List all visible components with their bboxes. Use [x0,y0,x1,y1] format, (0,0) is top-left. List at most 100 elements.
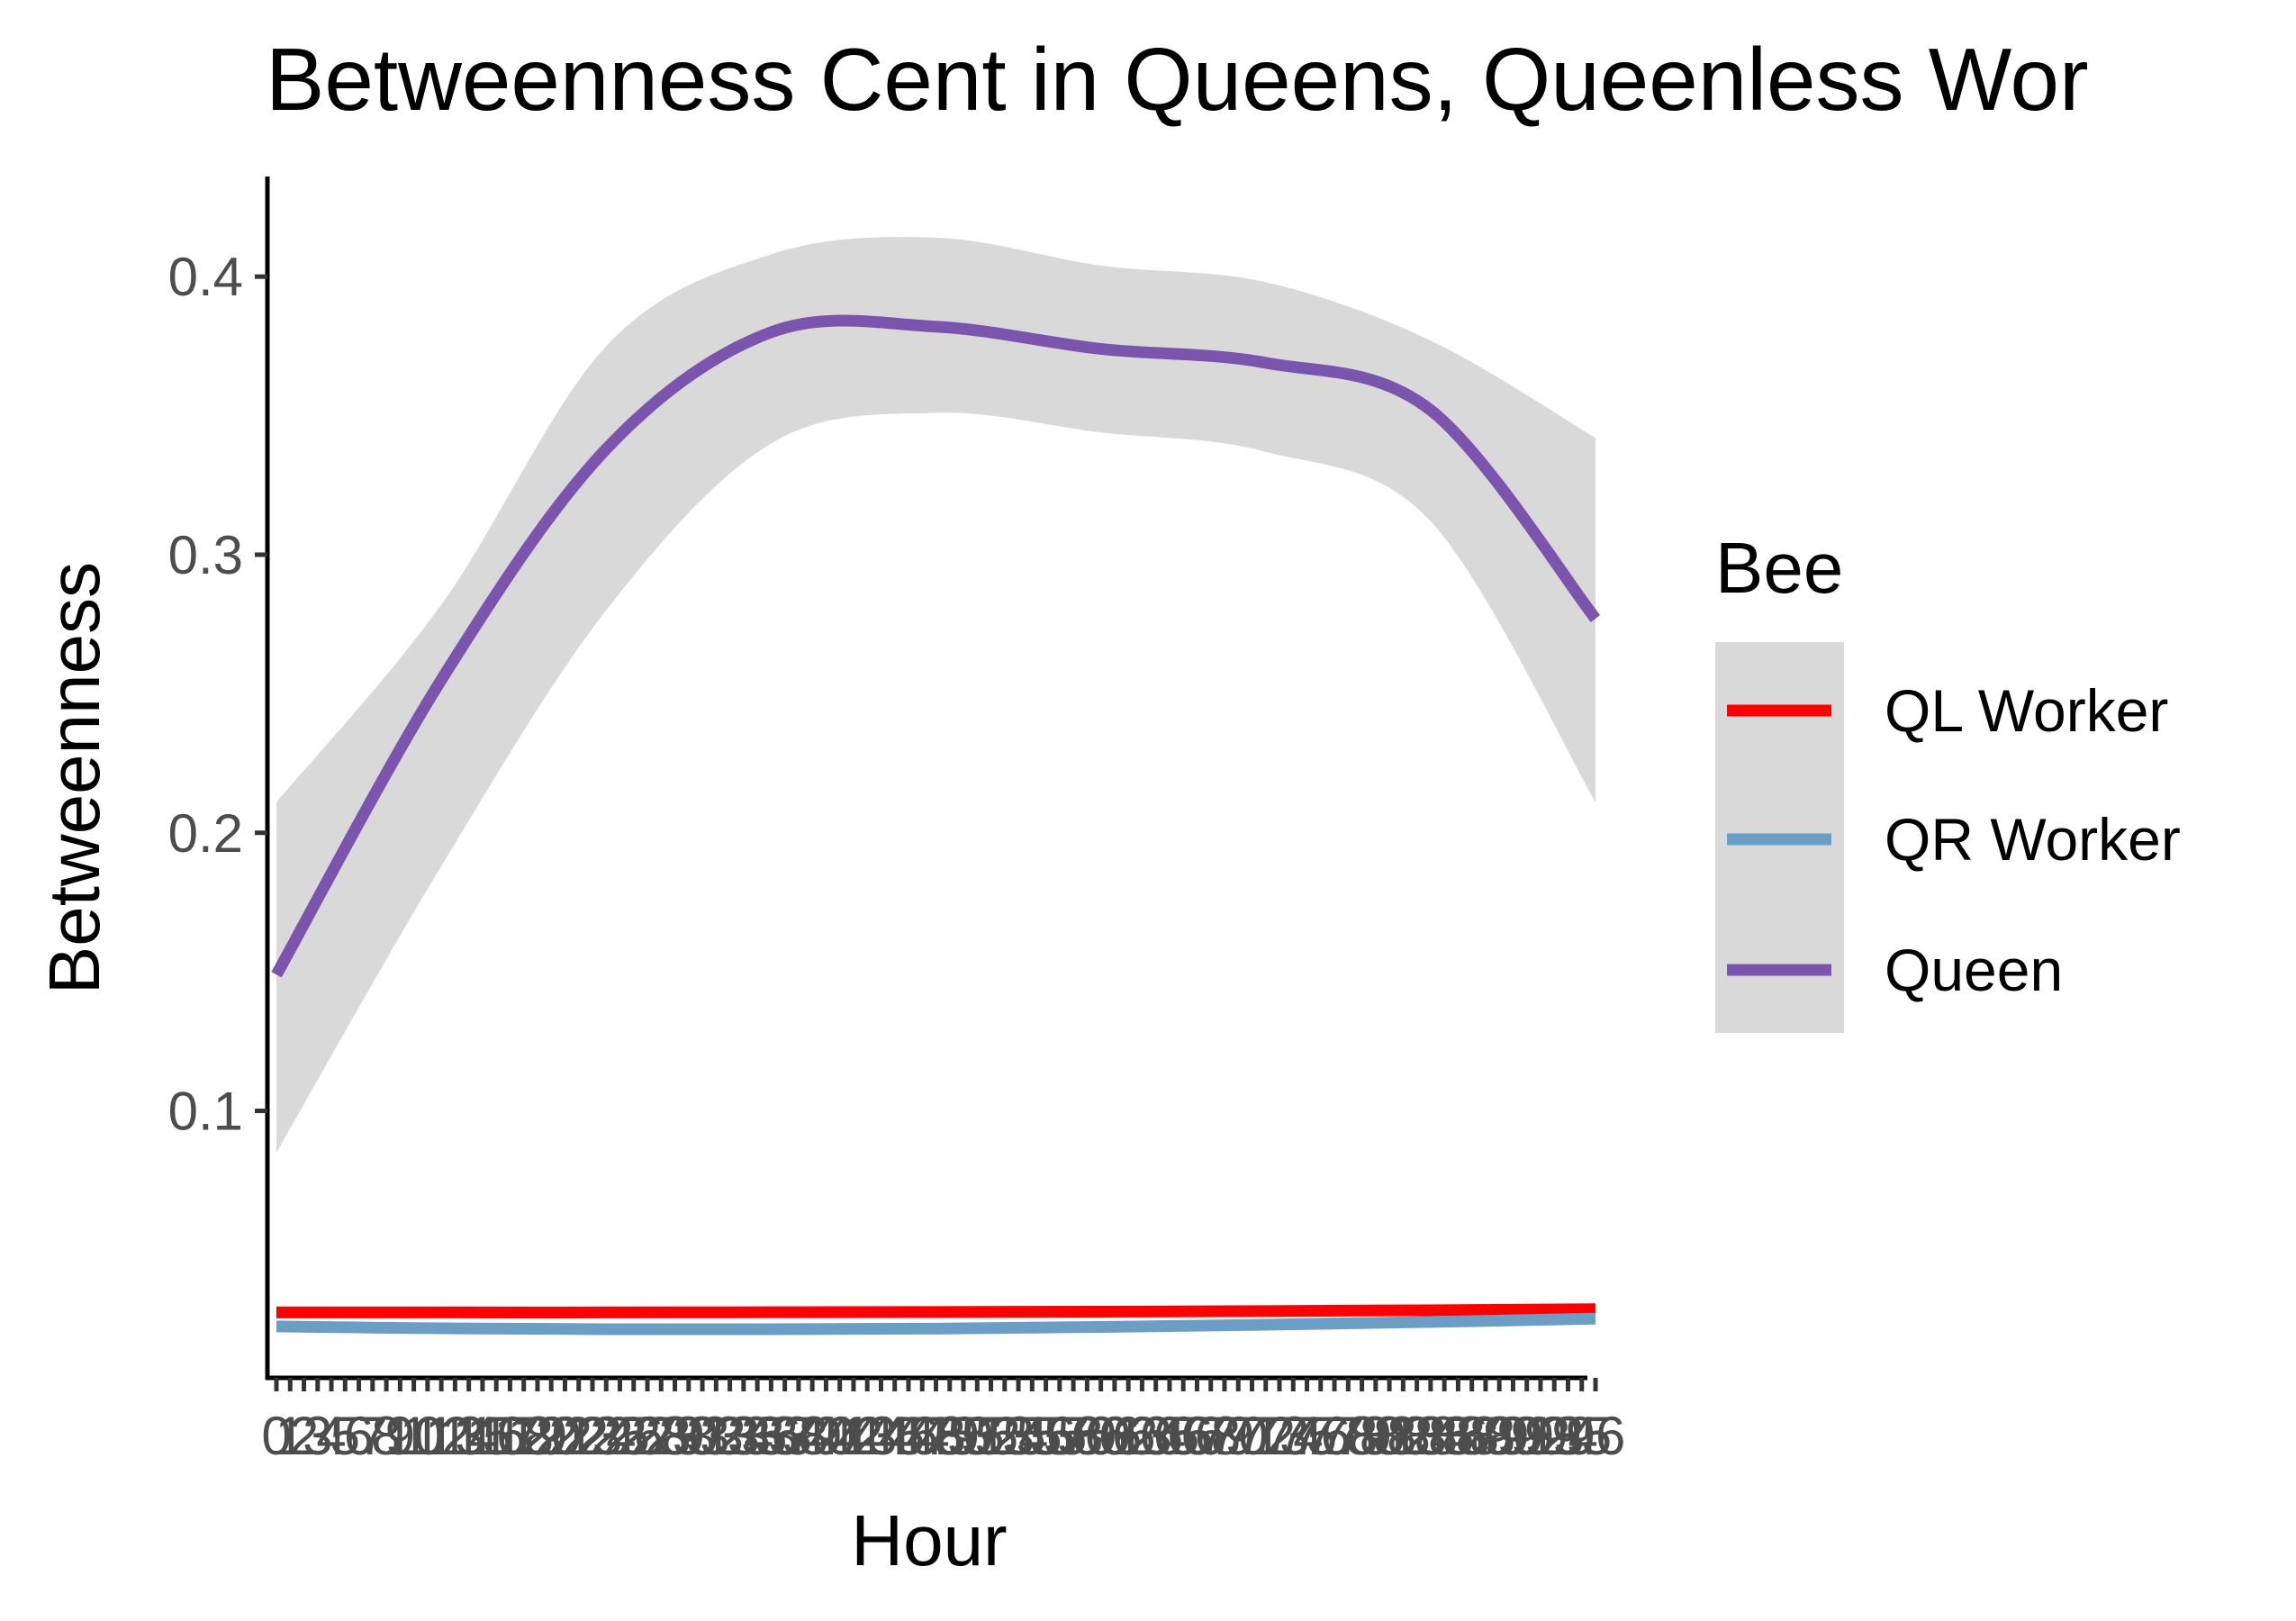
x-tick-label: 6 [344,1406,374,1466]
x-tick-label: 46 [879,1406,939,1466]
x-tick-label: 64 [1125,1406,1186,1466]
y-tick-label: 0.4 [168,247,243,307]
x-tick-label: 69 [1195,1406,1255,1466]
x-tick-label: 70 [1208,1406,1269,1466]
y-tick-label: 0.3 [168,525,243,585]
x-tick-label: 1 [276,1406,305,1466]
x-tick-label: 74 [1263,1406,1324,1466]
x-tick-label: 31 [673,1406,733,1466]
x-tick-label: 77 [1305,1406,1365,1466]
x-tick-label: 93 [1524,1406,1585,1466]
x-tick-label: 9 [385,1406,415,1466]
plot-panel: 0.10.20.30.40123456789101112131415161718… [168,177,1626,1466]
series-line-2 [271,314,1601,978]
x-tick-label: 72 [1235,1406,1296,1466]
x-tick-label: 47 [892,1406,953,1466]
x-tick-label: 22 [548,1406,609,1466]
x-tick-label: 39 [782,1406,843,1466]
y-tick-label: 0.1 [168,1082,243,1142]
x-tick-label: 86 [1428,1406,1488,1466]
x-tick-label: 28 [631,1406,692,1466]
x-tick-label: 25 [590,1406,650,1466]
x-tick-label: 84 [1401,1406,1461,1466]
x-tick-label: 27 [618,1406,678,1466]
x-tick-label: 42 [824,1406,884,1466]
x-tick-label: 91 [1496,1406,1557,1466]
x-tick-label: 21 [535,1406,595,1466]
x-tick-label: 60 [1071,1406,1131,1466]
series-lines [271,314,1601,1336]
x-tick-label: 36 [741,1406,801,1466]
y-tick-label: 0.2 [168,803,243,864]
x-tick-label: 62 [1098,1406,1159,1466]
series-line-1 [276,1312,1596,1336]
x-tick-label: 48 [906,1406,966,1466]
x-tick-label: 3 [303,1406,332,1466]
x-tick-label: 38 [769,1406,829,1466]
x-tick-label: 43 [837,1406,898,1466]
x-tick-label: 51 [947,1406,1008,1466]
x-axis-title: Hour [851,1500,1007,1580]
x-tick-label: 80 [1345,1406,1406,1466]
legend-label: QR Worker [1885,806,2181,873]
x-tick-label: 83 [1387,1406,1447,1466]
axes: 0.10.20.30.40123456789101112131415161718… [168,177,1626,1466]
x-tick-label: 59 [1057,1406,1117,1466]
x-tick-label: 81 [1360,1406,1420,1466]
x-tick-label: 94 [1538,1406,1598,1466]
x-tick-label: 7 [357,1406,387,1466]
legend-title: Bee [1715,528,1843,608]
x-tick-label: 30 [658,1406,719,1466]
x-tick-label: 0 [261,1406,291,1466]
y-axis-title: Betweenness [34,562,114,994]
x-tick-label: 16 [466,1406,527,1466]
x-tick-label: 18 [493,1406,554,1466]
x-tick-label: 55 [1002,1406,1062,1466]
x-tick-label: 63 [1112,1406,1172,1466]
x-tick-label: 37 [755,1406,815,1466]
x-tick-label: 87 [1442,1406,1502,1466]
x-tick-label: 56 [1016,1406,1076,1466]
x-tick-label: 17 [480,1406,540,1466]
x-tick-label: 65 [1140,1406,1200,1466]
x-tick-label: 29 [645,1406,705,1466]
x-tick-label: 61 [1085,1406,1145,1466]
x-tick-label: 89 [1469,1406,1530,1466]
x-tick-label: 68 [1180,1406,1241,1466]
x-tick-label: 92 [1511,1406,1571,1466]
x-tick-label: 13 [425,1406,485,1466]
x-tick-label: 4 [316,1406,346,1466]
x-tick-label: 20 [521,1406,582,1466]
x-tick-label: 88 [1456,1406,1516,1466]
x-tick-label: 24 [576,1406,637,1466]
x-tick-label: 8 [371,1406,401,1466]
x-tick-label: 50 [934,1406,994,1466]
x-tick-label: 96 [1566,1406,1626,1466]
x-tick-label: 5 [330,1406,360,1466]
x-tick-label: 32 [686,1406,746,1466]
ci-band-series-2 [276,237,1595,1153]
x-tick-label: 15 [453,1406,513,1466]
x-tick-label: 19 [508,1406,568,1466]
x-tick-label: 90 [1483,1406,1543,1466]
x-tick-label: 71 [1222,1406,1282,1466]
legend-keys: QL Worker QR Worker Queen [1715,642,2181,1033]
x-tick-label: 23 [563,1406,623,1466]
x-tick-label: 85 [1415,1406,1475,1466]
x-tick-label: 35 [728,1406,788,1466]
x-tick-label: 67 [1167,1406,1227,1466]
x-tick-label: 45 [864,1406,925,1466]
x-tick-label: 41 [809,1406,870,1466]
x-tick-label: 14 [438,1406,499,1466]
x-tick-label: 54 [989,1406,1049,1466]
chart-title: Betweenness Cent in Queens, Queenless Wo… [266,30,2089,129]
x-tick-label: 26 [603,1406,664,1466]
x-tick-label: 79 [1332,1406,1392,1466]
x-tick-label: 78 [1318,1406,1379,1466]
x-tick-label: 53 [974,1406,1035,1466]
x-tick-label: 52 [961,1406,1021,1466]
x-tick-label: 44 [851,1406,911,1466]
x-tick-label: 95 [1551,1406,1612,1466]
x-tick-label: 49 [919,1406,980,1466]
